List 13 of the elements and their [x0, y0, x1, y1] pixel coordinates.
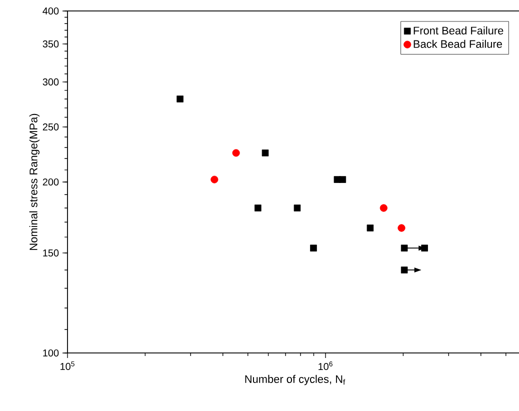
y-tick-label: 350: [42, 40, 59, 48]
legend-label: Back Bead Failure: [414, 40, 502, 48]
legend-label: Front Bead Failure: [414, 26, 504, 34]
y-tick-label: 100: [43, 349, 59, 357]
y-tick-label: 200: [42, 178, 59, 186]
y-axis-title: Nominal stress Range(MPa): [29, 114, 40, 250]
y-tick-label: 250: [42, 123, 59, 130]
x-tick-label: 10$^{5}$: [60, 361, 74, 370]
x-axis-title: Number of cycles, N$_{f}$: [245, 374, 346, 386]
y-tick-label: 150: [43, 249, 59, 256]
x-tick-label: 10$^{6}$: [318, 361, 332, 370]
y-tick-label: 300: [42, 78, 59, 86]
y-tick-label: 400: [42, 7, 59, 15]
